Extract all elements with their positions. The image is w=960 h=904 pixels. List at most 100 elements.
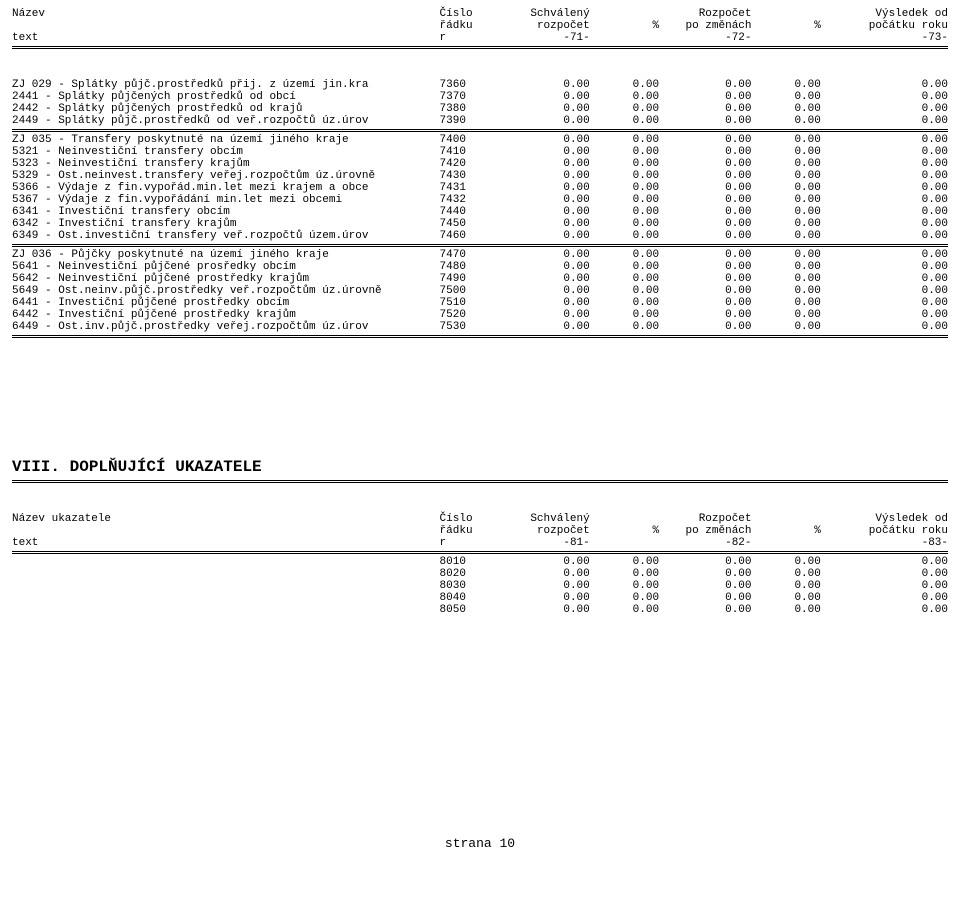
cell-row: 8050 [440,604,498,616]
table-row: 5367 - Výdaje z fin.vypořádání min.let m… [12,194,948,206]
cell-name: ZJ 029 - Splátky půjč.prostředků přij. z… [12,79,440,91]
hdr-p1 [590,32,659,44]
cell-row: 7470 [440,249,498,261]
header-row: text r -81- -82- -83- [12,537,948,549]
cell-v1: 0.00 [497,79,589,91]
cell-v2: 0.00 [659,194,751,206]
cell-v2: 0.00 [659,297,751,309]
cell-p2: 0.00 [752,194,821,206]
cell-v3: 0.00 [821,91,948,103]
cell-p2: 0.00 [752,309,821,321]
cell-row: 7490 [440,273,498,285]
hdr-v1: Schválený [497,8,589,20]
cell-v3: 0.00 [821,170,948,182]
hdr-v3: počátku roku [821,525,948,537]
cell-v1: 0.00 [497,568,589,580]
cell-v2: 0.00 [659,146,751,158]
cell-p1: 0.00 [590,249,659,261]
cell-v2: 0.00 [659,103,751,115]
table-row: 5323 - Neinvestiční transfery krajům7420… [12,158,948,170]
cell-v1: 0.00 [497,182,589,194]
hdr-v3: Výsledek od [821,513,948,525]
table-row: ZJ 029 - Splátky půjč.prostředků přij. z… [12,79,948,91]
cell-name: ZJ 036 - Půjčky poskytnuté na území jiné… [12,249,440,261]
cell-v1: 0.00 [497,103,589,115]
cell-v3: 0.00 [821,230,948,242]
cell-p2: 0.00 [752,146,821,158]
hdr-row: r [440,537,498,549]
cell-v2: 0.00 [659,592,751,604]
cell-p2: 0.00 [752,134,821,146]
cell-name: ZJ 035 - Transfery poskytnuté na území j… [12,134,440,146]
table-row: 6449 - Ost.inv.půjč.prostředky veřej.roz… [12,321,948,333]
table-row: 2441 - Splátky půjčených prostředků od o… [12,91,948,103]
cell-name [12,580,440,592]
cell-p2: 0.00 [752,321,821,333]
cell-name: 5323 - Neinvestiční transfery krajům [12,158,440,170]
cell-v2: 0.00 [659,580,751,592]
cell-name [12,592,440,604]
cell-name: 5366 - Výdaje z fin.vypořád.min.let mezi… [12,182,440,194]
cell-v3: 0.00 [821,556,948,568]
cell-p1: 0.00 [590,568,659,580]
hdr-p1 [590,8,659,20]
cell-v1: 0.00 [497,249,589,261]
table-row: 6349 - Ost.investiční transfery veř.rozp… [12,230,948,242]
cell-p1: 0.00 [590,604,659,616]
cell-v3: 0.00 [821,592,948,604]
cell-p2: 0.00 [752,261,821,273]
cell-name: 2441 - Splátky půjčených prostředků od o… [12,91,440,103]
cell-v2: 0.00 [659,79,751,91]
table-row: 2442 - Splátky půjčených prostředků od k… [12,103,948,115]
table-row: 5329 - Ost.neinvest.transfery veřej.rozp… [12,170,948,182]
hdr-p2: % [752,525,821,537]
cell-p1: 0.00 [590,79,659,91]
hdr-p2 [752,32,821,44]
hdr-name [12,20,440,32]
cell-row: 7400 [440,134,498,146]
cell-v2: 0.00 [659,230,751,242]
cell-p2: 0.00 [752,592,821,604]
cell-row: 8030 [440,580,498,592]
table-row: ZJ 035 - Transfery poskytnuté na území j… [12,134,948,146]
cell-v2: 0.00 [659,285,751,297]
cell-row: 7432 [440,194,498,206]
cell-row: 8040 [440,592,498,604]
cell-name [12,604,440,616]
page-footer: strana 10 [12,836,948,851]
hdr-name [12,525,440,537]
table-row: 5649 - Ost.neinv.půjč.prostředky veř.roz… [12,285,948,297]
hdr-v2: Rozpočet [659,513,751,525]
cell-p1: 0.00 [590,230,659,242]
cell-p2: 0.00 [752,103,821,115]
cell-p1: 0.00 [590,309,659,321]
cell-name: 6341 - Investiční transfery obcím [12,206,440,218]
cell-v2: 0.00 [659,158,751,170]
cell-p2: 0.00 [752,556,821,568]
cell-v2: 0.00 [659,604,751,616]
divider [12,551,948,554]
cell-v1: 0.00 [497,230,589,242]
cell-p1: 0.00 [590,134,659,146]
cell-v1: 0.00 [497,91,589,103]
cell-p1: 0.00 [590,273,659,285]
table-row: 80500.000.000.000.000.00 [12,604,948,616]
cell-p1: 0.00 [590,297,659,309]
hdr-p1 [590,513,659,525]
cell-v3: 0.00 [821,297,948,309]
cell-p2: 0.00 [752,580,821,592]
table-row: 80400.000.000.000.000.00 [12,592,948,604]
cell-p1: 0.00 [590,170,659,182]
cell-v1: 0.00 [497,115,589,127]
header-row: řádku rozpočet % po změnách % počátku ro… [12,20,948,32]
table-row: ZJ 036 - Půjčky poskytnuté na území jiné… [12,249,948,261]
cell-v2: 0.00 [659,568,751,580]
cell-v1: 0.00 [497,297,589,309]
cell-p1: 0.00 [590,556,659,568]
cell-v1: 0.00 [497,218,589,230]
section-title: VIII. DOPLŇUJÍCÍ UKAZATELE [12,458,948,476]
header-table-1: Název Číslo Schválený Rozpočet Výsledek … [12,8,948,44]
cell-v3: 0.00 [821,218,948,230]
cell-row: 7430 [440,170,498,182]
cell-name: 2449 - Splátky půjč.prostředků od veř.ro… [12,115,440,127]
